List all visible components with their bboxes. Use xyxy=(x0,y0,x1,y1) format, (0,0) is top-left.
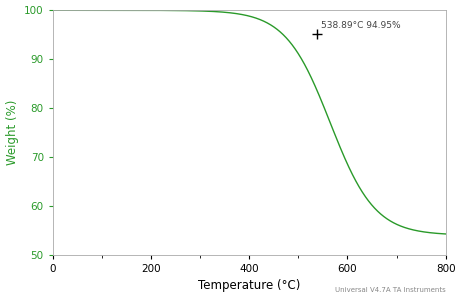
X-axis label: Temperature (°C): Temperature (°C) xyxy=(198,280,301,292)
Y-axis label: Weight (%): Weight (%) xyxy=(6,100,18,165)
Text: Universal V4.7A TA Instruments: Universal V4.7A TA Instruments xyxy=(335,287,446,293)
Text: 538.89°C 94.95%: 538.89°C 94.95% xyxy=(321,21,401,30)
